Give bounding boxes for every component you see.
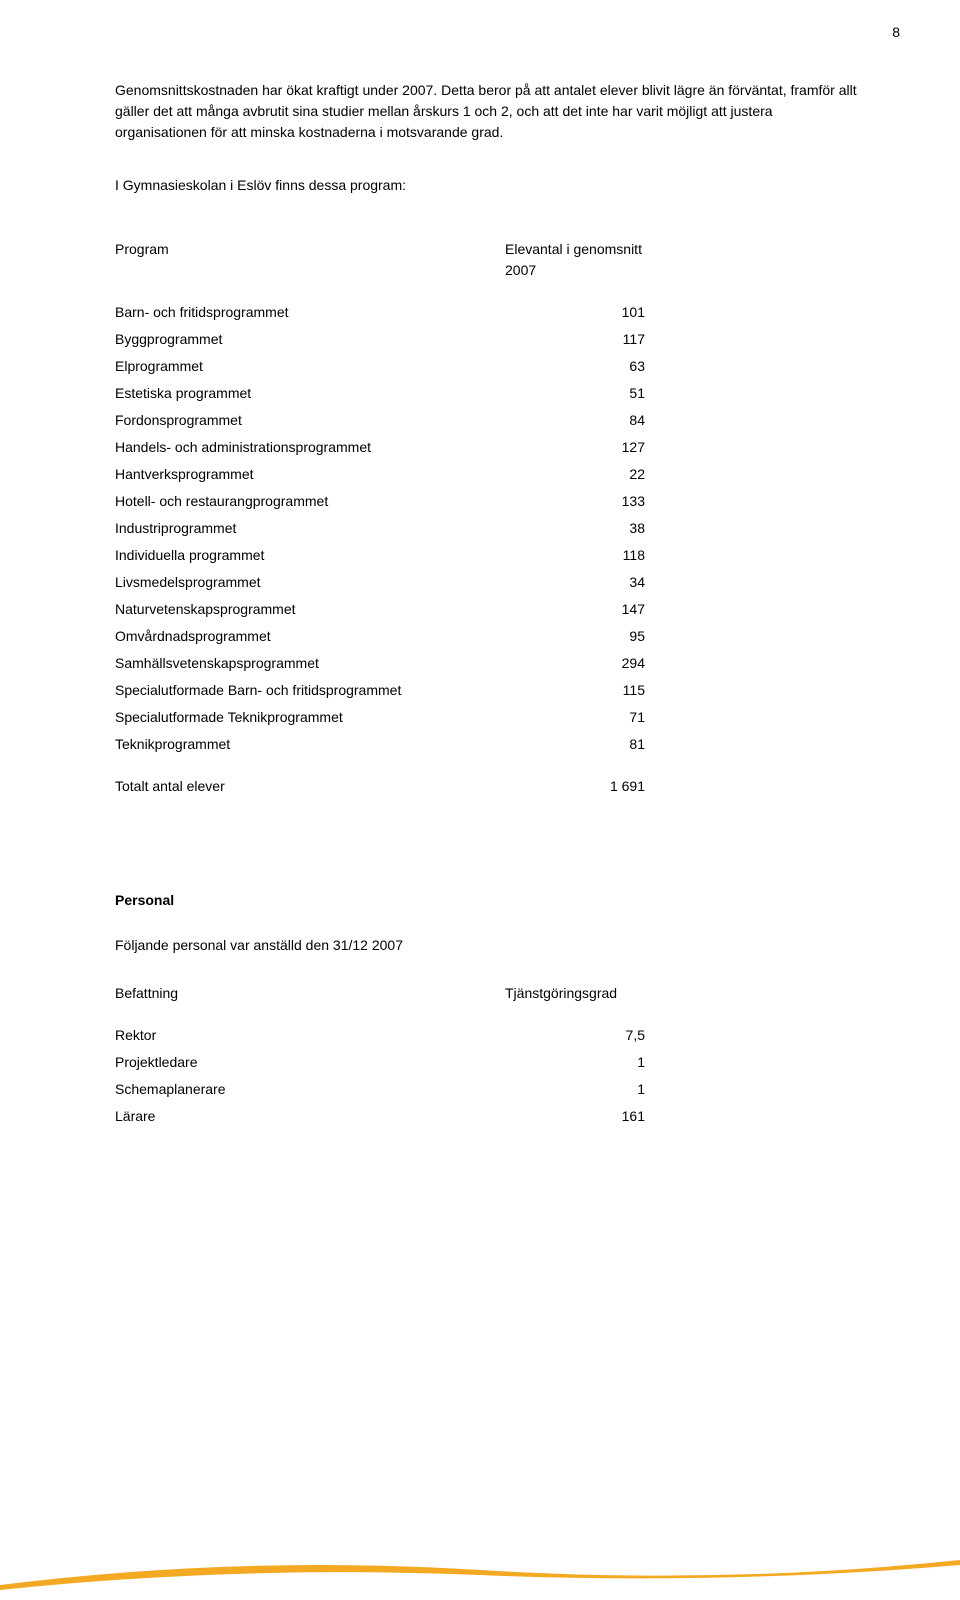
row-value: 7,5	[505, 1022, 645, 1049]
table-row: Schemaplanerare1	[115, 1076, 860, 1103]
table-row: Livsmedelsprogrammet34	[115, 569, 860, 596]
row-label: Estetiska programmet	[115, 380, 505, 407]
personal-table: Befattning Tjänstgöringsgrad Rektor7,5 P…	[115, 980, 860, 1130]
table-row: Byggprogrammet117	[115, 326, 860, 353]
swoosh-decoration-icon	[0, 1540, 960, 1600]
row-value: 84	[505, 407, 645, 434]
row-label: Rektor	[115, 1022, 505, 1049]
table-row: Handels- och administrationsprogrammet12…	[115, 434, 860, 461]
row-value: 95	[505, 623, 645, 650]
row-label: Schemaplanerare	[115, 1076, 505, 1103]
row-value: 161	[505, 1103, 645, 1130]
row-label: Lärare	[115, 1103, 505, 1130]
row-value: 1	[505, 1049, 645, 1076]
row-value: 101	[505, 299, 645, 326]
row-value: 51	[505, 380, 645, 407]
table-row: Elprogrammet63	[115, 353, 860, 380]
page-number: 8	[892, 22, 900, 43]
personal-header-value: Tjänstgöringsgrad	[505, 980, 645, 1022]
table-row: Rektor7,5	[115, 1022, 860, 1049]
row-label: Omvårdnadsprogrammet	[115, 623, 505, 650]
row-value: 1	[505, 1076, 645, 1103]
table-row: Samhällsvetenskapsprogrammet294	[115, 650, 860, 677]
sub-intro-paragraph: I Gymnasieskolan i Eslöv finns dessa pro…	[115, 175, 860, 196]
row-label: Samhällsvetenskapsprogrammet	[115, 650, 505, 677]
row-value: 294	[505, 650, 645, 677]
personal-header-row: Befattning Tjänstgöringsgrad	[115, 980, 860, 1022]
table-row: Naturvetenskapsprogrammet147	[115, 596, 860, 623]
page-content: Genomsnittskostnaden har ökat kraftigt u…	[0, 0, 960, 1130]
row-value: 117	[505, 326, 645, 353]
row-label: Specialutformade Barn- och fritidsprogra…	[115, 677, 505, 704]
row-label: Fordonsprogrammet	[115, 407, 505, 434]
row-value: 81	[505, 731, 645, 758]
programs-table: Program Elevantal i genomsnitt 2007 Barn…	[115, 236, 860, 800]
table-row: Lärare161	[115, 1103, 860, 1130]
row-value: 22	[505, 461, 645, 488]
table-row: Estetiska programmet51	[115, 380, 860, 407]
row-value: 71	[505, 704, 645, 731]
table-row: Individuella programmet118	[115, 542, 860, 569]
table-row: Industriprogrammet38	[115, 515, 860, 542]
row-label: Individuella programmet	[115, 542, 505, 569]
row-value: 115	[505, 677, 645, 704]
table-row: Teknikprogrammet81	[115, 731, 860, 758]
row-label: Livsmedelsprogrammet	[115, 569, 505, 596]
row-value: 147	[505, 596, 645, 623]
table-row: Barn- och fritidsprogrammet101	[115, 299, 860, 326]
row-label: Teknikprogrammet	[115, 731, 505, 758]
row-value: 127	[505, 434, 645, 461]
table-row: Projektledare1	[115, 1049, 860, 1076]
programs-header-row: Program Elevantal i genomsnitt 2007	[115, 236, 860, 299]
row-label: Specialutformade Teknikprogrammet	[115, 704, 505, 731]
row-label: Hotell- och restaurangprogrammet	[115, 488, 505, 515]
row-value: 34	[505, 569, 645, 596]
table-row: Hotell- och restaurangprogrammet133	[115, 488, 860, 515]
table-row: Hantverksprogrammet22	[115, 461, 860, 488]
row-label: Elprogrammet	[115, 353, 505, 380]
programs-header-label: Program	[115, 236, 505, 299]
table-row: Fordonsprogrammet84	[115, 407, 860, 434]
programs-header-value: Elevantal i genomsnitt 2007	[505, 236, 645, 299]
personal-header-label: Befattning	[115, 980, 505, 1022]
total-value: 1 691	[505, 758, 645, 800]
row-label: Byggprogrammet	[115, 326, 505, 353]
row-label: Naturvetenskapsprogrammet	[115, 596, 505, 623]
table-row: Omvårdnadsprogrammet95	[115, 623, 860, 650]
row-value: 118	[505, 542, 645, 569]
personal-sub: Följande personal var anställd den 31/12…	[115, 935, 860, 956]
intro-paragraph: Genomsnittskostnaden har ökat kraftigt u…	[115, 80, 860, 143]
row-label: Hantverksprogrammet	[115, 461, 505, 488]
table-row: Specialutformade Teknikprogrammet71	[115, 704, 860, 731]
row-label: Projektledare	[115, 1049, 505, 1076]
personal-title: Personal	[115, 890, 860, 911]
row-label: Barn- och fritidsprogrammet	[115, 299, 505, 326]
total-label: Totalt antal elever	[115, 758, 505, 800]
table-row: Specialutformade Barn- och fritidsprogra…	[115, 677, 860, 704]
row-value: 133	[505, 488, 645, 515]
programs-total-row: Totalt antal elever 1 691	[115, 758, 860, 800]
row-value: 38	[505, 515, 645, 542]
row-label: Industriprogrammet	[115, 515, 505, 542]
row-value: 63	[505, 353, 645, 380]
row-label: Handels- och administrationsprogrammet	[115, 434, 505, 461]
